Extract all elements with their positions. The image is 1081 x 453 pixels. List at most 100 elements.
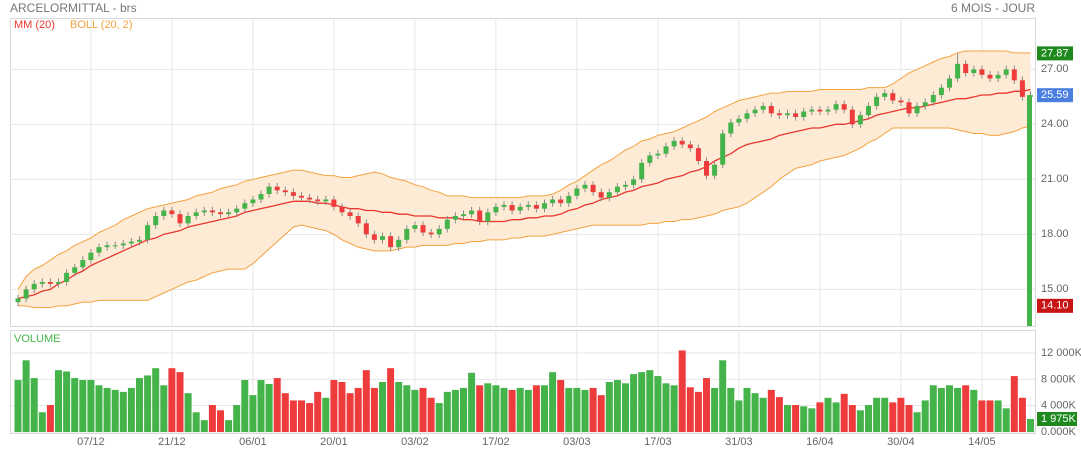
x-tick-label: 14/05 [968,436,996,448]
candle-body [161,210,167,216]
candle-body [299,195,304,198]
volume-frame [10,330,1036,434]
candle-body [704,161,709,176]
candle-body [469,210,475,215]
candle-body [153,216,159,226]
candle-body [339,206,345,213]
candle-body [744,113,750,119]
volume-bar [573,387,581,432]
candle-body [307,197,313,200]
volume-bar [524,389,532,432]
candle-body [72,267,78,273]
candle-body [922,102,928,106]
candle-body [266,186,272,194]
candle-body [242,203,248,209]
volume-bar [832,402,840,432]
candle-body [258,194,264,200]
volume-bar [767,389,775,432]
volume-bar [419,387,427,432]
volume-bar [613,380,621,432]
candle-body [849,109,855,125]
price-frame [10,18,1036,327]
y-tick-label: 8 000K [1041,373,1077,385]
plot [14,50,1034,432]
y-tick-label: 4 000K [1041,400,1077,412]
y-tick-label: 24.00 [1041,118,1069,130]
volume-bar [14,380,22,432]
volume-bar [711,387,719,432]
y-tick-label: 12 000K [1041,347,1081,359]
chart-title: ARCELORMITTAL - brs [10,1,137,15]
candle-body [404,228,410,240]
volume-bar [87,380,95,432]
volume-bar [249,395,257,432]
volume-bar [751,393,759,432]
volume-bar [970,389,978,432]
volume-bar [662,383,670,432]
candle-body [801,111,807,117]
boll-legend: BOLL (20, 2) [70,19,133,31]
candle-body [574,188,580,196]
volume-bar [362,370,370,432]
candle-body [582,184,588,189]
candle-body [209,210,215,213]
volume-bar [168,368,176,432]
volume-bar [897,397,905,432]
volume-bar [954,387,962,432]
last-price-bar [1027,95,1032,326]
candle-body [833,104,839,110]
volume-bar [379,382,386,432]
volume-bar [55,370,62,432]
candle-body [444,219,450,229]
volume-bar [800,406,808,432]
candle-body [623,184,628,187]
volume-bar [427,397,435,432]
volume-bar [946,385,953,432]
volume-bar [703,378,710,432]
volume-bar [743,387,751,432]
volume-bar [775,397,783,432]
candle-body [793,113,799,117]
candle-body [282,190,288,193]
candle-body [947,78,952,88]
candle-body [825,109,831,112]
volume-bar [330,380,338,432]
candle-body [558,199,564,204]
volume-bar [338,382,346,432]
candle-body [841,104,847,110]
volume-bar [759,397,767,432]
volume-bar [848,405,856,432]
volume-bar [289,400,297,432]
candle-body [493,206,499,213]
candle-body [736,118,742,123]
y-tick-label: 15.00 [1041,283,1069,295]
volume-bar [103,387,111,432]
volume-bar [541,385,548,432]
price-marker-label: 27.87 [1041,47,1069,59]
price-marker-label: 14.10 [1041,300,1069,312]
candle-body [785,113,790,116]
volume-bar [638,372,646,432]
volume-bar [686,387,694,432]
candle-body [995,74,1001,79]
candle-body [201,210,207,213]
candle-body [193,212,199,216]
candle-body [428,232,434,235]
volume-bar [22,360,30,432]
volume-bar [435,403,443,432]
candle-body [647,155,653,163]
x-tick-label: 07/12 [77,436,105,448]
candle-body [955,63,961,79]
candle-body [914,106,920,114]
volume-bar [233,405,241,432]
volume-bar [630,374,638,432]
candle-body [517,206,523,211]
volume-bar [298,400,305,432]
volume-bar [387,368,395,432]
volume-bar [225,420,233,432]
volume-bar [921,400,929,432]
volume-bar [840,393,848,432]
candle-body [874,96,880,106]
candle-body [712,164,718,176]
